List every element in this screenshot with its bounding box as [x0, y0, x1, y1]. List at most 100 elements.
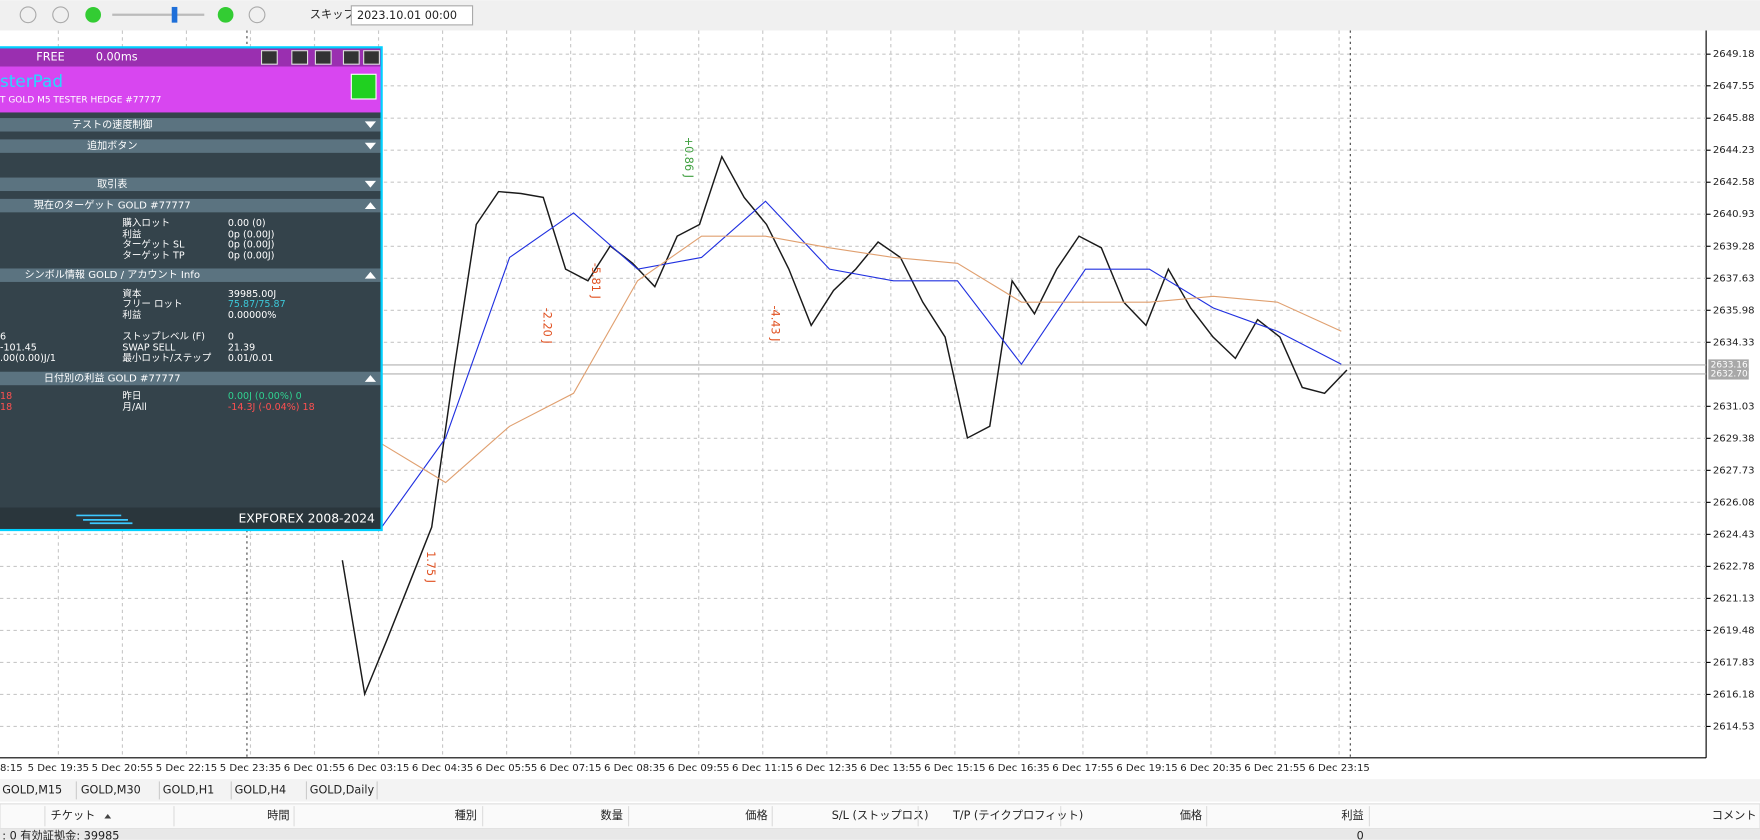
x-tick-label: 6 Dec 15:15 [924, 763, 985, 774]
section-bar[interactable] [0, 268, 381, 282]
y-tick-label: 2619.48 [1713, 625, 1755, 636]
section-bar[interactable] [0, 139, 381, 153]
row-label: ターゲット TP [122, 250, 185, 262]
row-label: 資本 [122, 288, 142, 300]
section-title: 取引表 [97, 177, 127, 190]
x-tick-label: 5 Dec 20:55 [92, 763, 153, 774]
x-tick-label: 5 Dec 19:35 [28, 763, 89, 774]
x-tick-label: 6 Dec 01:55 [284, 763, 345, 774]
x-tick-label: 6 Dec 12:35 [796, 763, 857, 774]
y-tick-label: 2647.55 [1713, 81, 1755, 92]
x-tick-label: 5 Dec 22:15 [156, 763, 217, 774]
stop-button[interactable] [52, 6, 70, 24]
x-tick-label: 6 Dec 09:55 [668, 763, 729, 774]
table-header [0, 803, 1760, 830]
row-value: 0.00 (0) [228, 218, 266, 229]
close-button[interactable] [363, 50, 380, 65]
row-label: ストップレベル (F) [122, 331, 205, 342]
y-tick-label: 2624.43 [1713, 529, 1755, 540]
sort-arrow [104, 813, 112, 819]
column-header: T/P (テイクプロフィット) [952, 809, 1083, 822]
trade-annotation: -2.20 J [541, 308, 554, 344]
series-price [341, 154, 1348, 697]
panel-titlebar [0, 48, 381, 67]
symbol-tab[interactable]: GOLD,M30 [81, 783, 141, 796]
tab-bar [0, 779, 1760, 802]
section-arrow [364, 271, 377, 279]
info-button[interactable] [260, 50, 278, 65]
row-value: 0p (0.00J) [228, 239, 275, 250]
y-tick-label: 2622.78 [1713, 561, 1755, 572]
row-left: -101.45 [0, 343, 37, 354]
panel-title: sterPad [0, 71, 63, 91]
y-tick-label: 2637.63 [1713, 273, 1755, 284]
y-tick-label: 2634.33 [1713, 337, 1755, 348]
series-ma-fast [381, 200, 1342, 528]
row-label: 月/All [122, 402, 147, 413]
x-tick-label: 6 Dec 03:15 [348, 763, 409, 774]
play-button[interactable] [19, 6, 37, 24]
row-label: 利益 [122, 228, 142, 240]
symbol-tab[interactable]: GOLD,M15 [2, 783, 62, 796]
x-tick-label: 6 Dec 13:55 [860, 763, 921, 774]
row-label: 利益 [122, 309, 142, 321]
y-tick-label: 2642.58 [1713, 177, 1755, 188]
column-header: 価格 [1180, 808, 1202, 822]
section-bar[interactable] [0, 177, 381, 192]
symbol-tab[interactable]: GOLD,H1 [163, 783, 215, 796]
date-value: 2023.10.01 00:00 [357, 9, 457, 22]
section-bar[interactable] [0, 198, 381, 213]
row-left: 18 [0, 391, 12, 402]
symbol-tab[interactable]: GOLD,H4 [235, 783, 287, 796]
section-title: 現在のターゲット GOLD #77777 [34, 200, 191, 212]
status-icon [350, 73, 377, 100]
section-arrow [364, 180, 377, 188]
row-value: 0.00000% [228, 310, 276, 321]
x-tick-label: 8:15 [0, 763, 23, 774]
footer-logo [76, 514, 133, 525]
series-ma-slow [381, 235, 1342, 484]
slower-button[interactable] [85, 6, 102, 23]
column-header: 時間 [267, 809, 289, 822]
profit-total: 0 [1357, 829, 1364, 840]
y-tick-label: 2640.93 [1713, 209, 1755, 220]
table-footer [0, 828, 1760, 840]
skip-label[interactable]: スキップ [310, 8, 356, 21]
price-tag-label: 2632.70 [1711, 369, 1748, 379]
row-label: 最小ロット/ステップ [122, 353, 211, 364]
y-tick-label: 2635.98 [1713, 305, 1755, 316]
panel-status: FREE [36, 50, 64, 63]
settings-button[interactable] [314, 50, 332, 65]
row-left: .00(0.00)J/1 [0, 353, 56, 364]
x-tick-label: 6 Dec 11:15 [732, 763, 793, 774]
slider-thumb[interactable] [171, 6, 178, 23]
symbol-tab[interactable]: GOLD,Daily [310, 783, 375, 796]
y-tick-label: 2649.18 [1713, 49, 1755, 60]
row-value: 21.39 [228, 343, 255, 354]
row-value: 0p (0.00J) [228, 251, 275, 262]
y-tick-label: 2629.38 [1713, 433, 1755, 444]
row-value: 0.01/0.01 [228, 353, 274, 364]
price-tag [1708, 368, 1749, 380]
row-label: SWAP SELL [122, 343, 176, 354]
end-button[interactable] [248, 6, 266, 24]
faster-button[interactable] [217, 6, 234, 23]
x-tick-label: 6 Dec 08:35 [604, 763, 665, 774]
date-input[interactable] [350, 5, 474, 26]
section-bar[interactable] [0, 371, 381, 386]
minimize-button[interactable] [342, 50, 360, 65]
x-tick-label: 6 Dec 07:15 [540, 763, 601, 774]
trade-annotation: +0.86 J [682, 137, 695, 178]
column-header: チケット [51, 809, 96, 822]
y-tick-label: 2639.28 [1713, 241, 1755, 252]
section-bar[interactable] [0, 118, 381, 132]
y-tick-label: 2627.73 [1713, 465, 1755, 476]
y-tick-label: 2614.53 [1713, 721, 1755, 732]
help-button[interactable] [291, 50, 309, 65]
x-tick-label: 6 Dec 16:35 [988, 763, 1049, 774]
y-tick-label: 2631.03 [1713, 401, 1755, 412]
row-value: -14.3J (-0.04%) 18 [228, 402, 315, 413]
section-arrow [364, 202, 377, 209]
